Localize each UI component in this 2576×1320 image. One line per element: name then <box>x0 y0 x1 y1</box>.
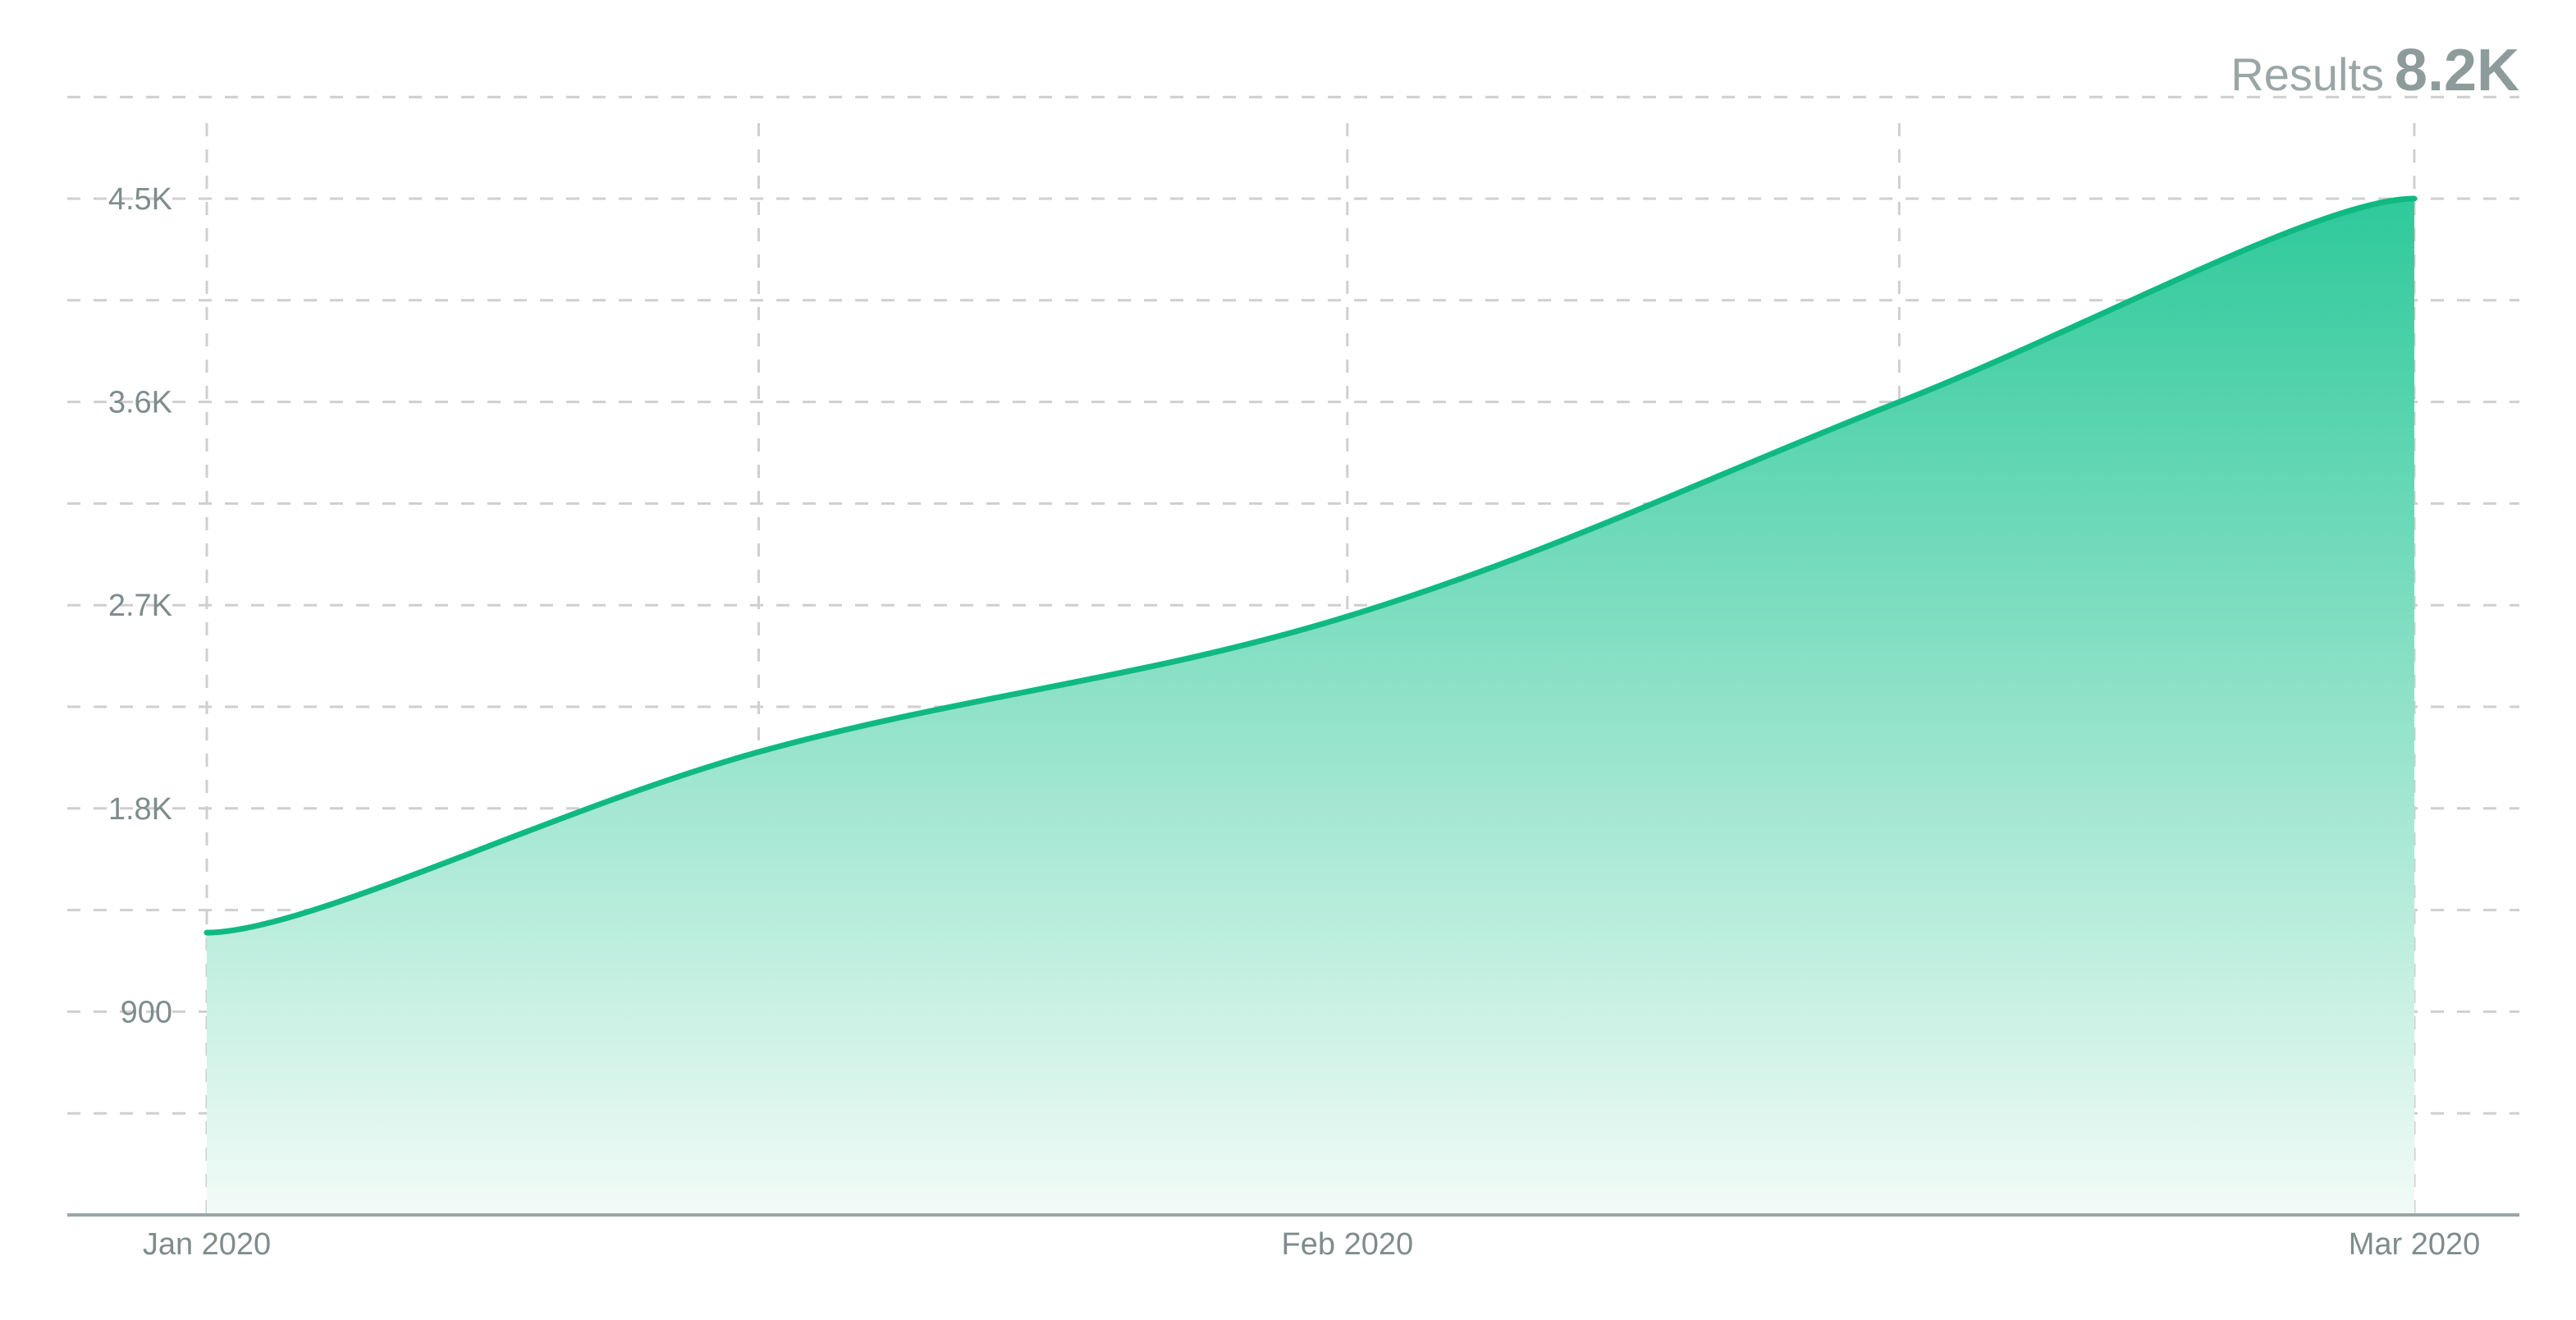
y-tick-label: 1.8K <box>108 792 172 827</box>
x-tick-label: Jan 2020 <box>143 1227 271 1262</box>
y-tick-label: 2.7K <box>108 589 172 623</box>
y-tick-label: 900 <box>121 995 172 1029</box>
area-series <box>204 195 2418 1215</box>
results-label: Results <box>2231 48 2384 100</box>
results-value: 8.2K <box>2395 38 2519 103</box>
x-tick-label: Feb 2020 <box>1282 1227 1414 1262</box>
y-tick-label: 4.5K <box>108 182 172 217</box>
tick-labels: Jan 2020 Feb 2020 Mar 2020 900 1.8K 2.7K 3.6K 4… <box>108 182 2480 1262</box>
x-tick-label: Mar 2020 <box>2349 1227 2481 1262</box>
y-tick-label: 3.6K <box>108 386 172 420</box>
series-line <box>204 195 2418 936</box>
area-fill <box>207 199 2414 1215</box>
